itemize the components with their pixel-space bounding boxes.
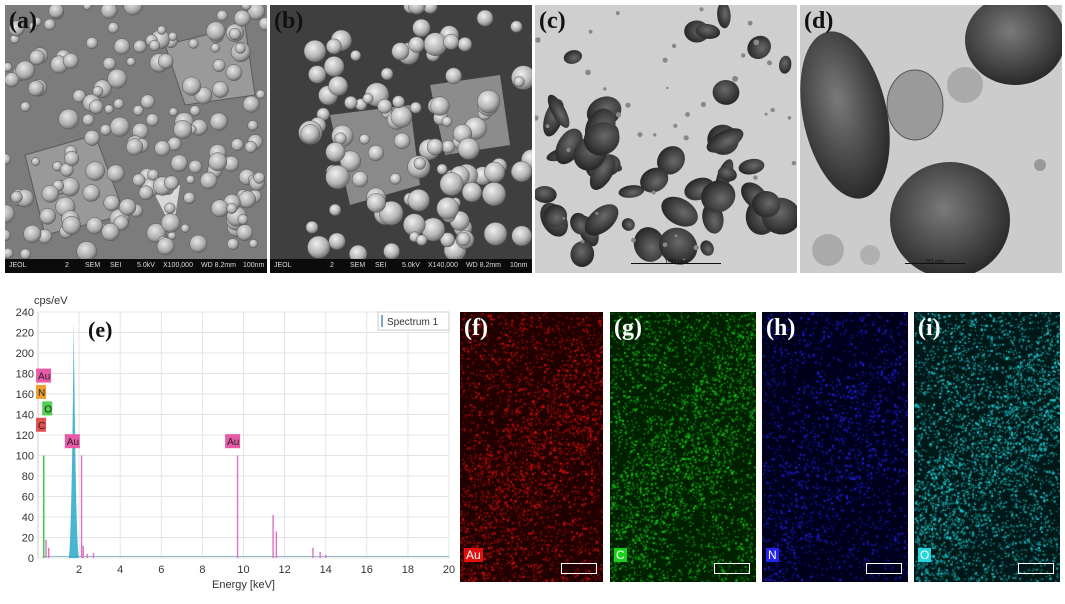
element-tag [64, 434, 80, 449]
sem-brand: JEOL [9, 262, 27, 269]
y-axis-label: cps/eV [34, 295, 68, 307]
element-badge-o: O [918, 548, 932, 562]
element-tag [36, 368, 52, 383]
panel-label-g: (g) [614, 315, 642, 341]
scale-bar-d: 20 nm [905, 259, 965, 269]
panel-f-au-map: (f) Au [460, 312, 603, 582]
y-tick-label: 200 [16, 348, 34, 360]
element-tag-label: O [44, 404, 52, 415]
panel-i-o-map: (i) O [914, 312, 1060, 582]
y-tick-label: 120 [16, 430, 34, 442]
panel-b-sem-image: (b) JEOL 2 SEM SEI 5.0kV X140,000 WD 8.2… [270, 5, 532, 273]
y-tick-label: 80 [22, 471, 34, 483]
x-tick-label: 4 [117, 564, 123, 576]
element-badge-c: C [614, 548, 627, 562]
element-tag-label: N [38, 388, 45, 399]
x-tick-label: 18 [402, 564, 414, 576]
y-tick-label: 160 [16, 389, 34, 401]
panel-d-tem-image: (d) 20 nm [800, 5, 1062, 273]
panel-e-eds-spectrum: 0 20 40 60 80 100 120 140 160 180 200 220 240 2 4 6 8 10 1… [0, 290, 458, 602]
panel-a-sem-image: (a) JEOL 2 SEM SEI 5.0kV X100,000 WD 8.2… [5, 5, 267, 273]
element-badge-n: N [766, 548, 779, 562]
au-elemental-map [460, 312, 603, 582]
x-tick-label: 12 [278, 564, 290, 576]
sem-working-distance: WD 8.2mm [466, 262, 501, 269]
x-tick-label: 10 [237, 564, 249, 576]
y-tick-label: 60 [22, 492, 34, 504]
y-tick-label: 240 [16, 307, 34, 319]
c-elemental-map [610, 312, 756, 582]
sem-detector: SEI [110, 262, 122, 269]
x-tick-label: 16 [361, 564, 373, 576]
sem-mode: SEM [350, 262, 366, 269]
panel-c-tem-image: (c) 100 nm [535, 5, 797, 273]
map-scale-f [561, 563, 597, 574]
panel-label-e: (e) [88, 317, 113, 342]
element-tag [36, 417, 47, 432]
tem-c-texture [535, 5, 797, 273]
sem-a-texture [5, 5, 267, 273]
sem-magnification: X100,000 [163, 262, 193, 269]
panel-g-c-map: (g) C [610, 312, 756, 582]
legend: Spectrum 1 [377, 311, 450, 331]
sem-number: 2 [65, 262, 69, 269]
eds-spectrum-chart: 0 20 40 60 80 100 120 140 160 180 200 220 240 2 4 6 8 10 1… [16, 295, 455, 591]
o-elemental-map [914, 312, 1060, 582]
x-tick-label: 6 [158, 564, 164, 576]
map-scale-h [866, 563, 902, 574]
y-tick-label: 40 [22, 512, 34, 524]
sem-b-texture [270, 5, 532, 273]
element-badge-au: Au [464, 548, 483, 562]
panel-label-i: (i) [918, 315, 941, 341]
element-tag [36, 384, 47, 399]
n-elemental-map [762, 312, 908, 582]
element-tag [225, 434, 241, 449]
panel-label-a: (a) [9, 8, 37, 34]
y-tick-label: 180 [16, 369, 34, 381]
y-tick-label: 140 [16, 410, 34, 422]
sem-voltage: 5.0kV [137, 262, 155, 269]
panel-label-c: (c) [539, 8, 566, 34]
sem-working-distance: WD 8.2mm [201, 262, 236, 269]
panel-h-n-map: (h) N [762, 312, 908, 582]
sem-info-bar-b: JEOL 2 SEM SEI 5.0kV X140,000 WD 8.2mm 1… [270, 259, 532, 273]
map-scale-i [1018, 563, 1054, 574]
tem-d-texture [800, 5, 1062, 273]
x-tick-label: 8 [199, 564, 205, 576]
scale-bar-c: 100 nm [631, 259, 721, 269]
y-tick-label: 20 [22, 533, 34, 545]
map-scale-g [714, 563, 750, 574]
panel-label-b: (b) [274, 8, 304, 34]
sem-info-bar-a: JEOL 2 SEM SEI 5.0kV X100,000 WD 8.2mm 1… [5, 259, 267, 273]
legend-label: Spectrum 1 [387, 317, 439, 328]
panel-label-d: (d) [804, 8, 834, 34]
element-tag-label: Au [67, 437, 79, 448]
x-tick-label: 20 [443, 564, 455, 576]
x-tick-label: 14 [320, 564, 332, 576]
panel-label-f: (f) [464, 315, 488, 341]
panel-label-h: (h) [766, 315, 796, 341]
y-tick-label: 100 [16, 451, 34, 463]
element-tag-label: Au [227, 437, 239, 448]
y-tick-label: 220 [16, 328, 34, 340]
sem-scale: 10nm [510, 262, 528, 269]
y-tick-label: 0 [28, 553, 34, 565]
sem-voltage: 5.0kV [402, 262, 420, 269]
sem-detector: SEI [375, 262, 387, 269]
x-axis-label: Energy [keV] [212, 579, 275, 591]
sem-magnification: X140,000 [428, 262, 458, 269]
element-tag-label: C [38, 421, 45, 432]
x-tick-label: 2 [76, 564, 82, 576]
element-tag-label: Au [38, 372, 50, 383]
element-tag [42, 401, 53, 416]
sem-number: 2 [330, 262, 334, 269]
sem-brand: JEOL [274, 262, 292, 269]
sem-mode: SEM [85, 262, 101, 269]
sem-scale: 100nm [243, 262, 265, 269]
